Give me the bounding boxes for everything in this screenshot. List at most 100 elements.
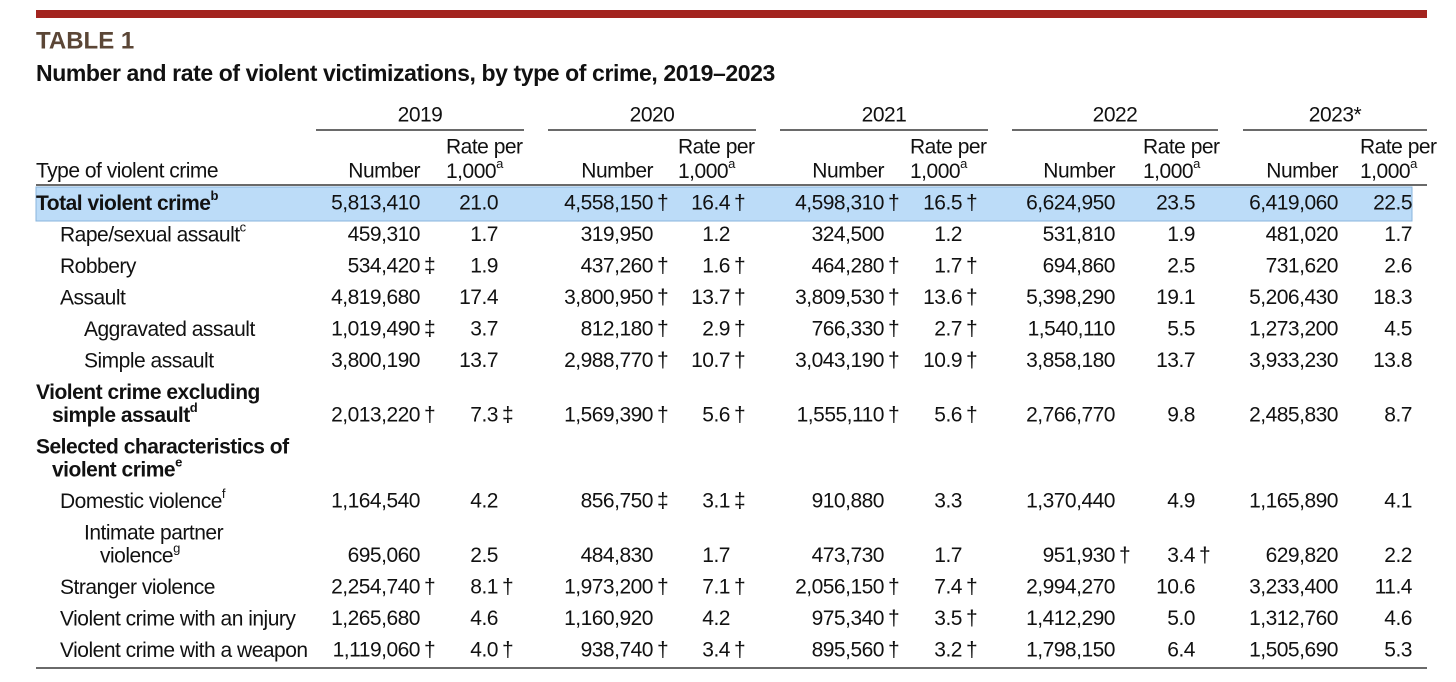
cell: 19.1 — [1156, 286, 1195, 309]
cell: 6,624,950 — [1026, 192, 1115, 215]
cell: 1.7 — [934, 544, 962, 567]
column-header: Number — [581, 160, 653, 183]
cell-flag: † — [734, 404, 745, 427]
cell: 1.2 — [702, 223, 730, 246]
cell-flag: † — [966, 318, 977, 341]
cell-flag: † — [888, 404, 899, 427]
cell: 5.6 — [934, 404, 962, 427]
footnote-mark: b — [211, 188, 219, 203]
cell: 3.4 — [1167, 544, 1196, 567]
row-label: Violent crime with a weapon — [60, 639, 308, 662]
cell: 1,312,760 — [1249, 607, 1338, 630]
label-text: Rape/sexual assault — [60, 223, 240, 246]
column-header: Number — [1043, 160, 1115, 183]
footnote-mark: a — [496, 156, 504, 171]
cell-flag: † — [657, 576, 668, 599]
cell: 437,260 — [581, 255, 653, 278]
column-header: Rate per — [678, 136, 755, 159]
row-label: Violent crime with an injury — [60, 607, 296, 630]
cell: 21.0 — [459, 192, 498, 215]
cell-flag: † — [734, 318, 745, 341]
column-header: Number — [812, 160, 884, 183]
row-label: simple assaultd — [52, 400, 198, 426]
cell-flag: † — [734, 576, 745, 599]
cell: 2.2 — [1384, 544, 1412, 567]
cell: 5,206,430 — [1249, 286, 1338, 309]
header-text: 1,000 — [446, 160, 496, 183]
cell-flag: † — [657, 192, 668, 215]
cell-flag: † — [657, 255, 668, 278]
cell: 4.9 — [1167, 490, 1195, 513]
cell-flag: † — [888, 349, 899, 372]
cell: 464,280 — [812, 255, 884, 278]
cell: 1,505,690 — [1249, 639, 1338, 662]
column-header: Rate per — [910, 136, 987, 159]
cell-flag: † — [966, 404, 977, 427]
year-header: 2021 — [862, 104, 907, 127]
cell: 2,254,740 — [331, 576, 420, 599]
cell: 4.0 — [470, 639, 498, 662]
table-title: Number and rate of violent victimization… — [36, 60, 775, 86]
cell: 1,165,890 — [1249, 490, 1338, 513]
row-label: Robbery — [60, 255, 137, 278]
cell: 1,164,540 — [331, 490, 420, 513]
cell: 2.7 — [934, 318, 962, 341]
label-text: Violent crime with an injury — [60, 607, 296, 630]
column-header: Rate per — [446, 136, 523, 159]
cell: 3,233,400 — [1249, 576, 1338, 599]
cell: 5.5 — [1167, 318, 1195, 341]
cell: 4,558,150 — [564, 192, 653, 215]
cell: 4,819,680 — [331, 286, 420, 309]
cell: 2,485,830 — [1249, 404, 1338, 427]
cell: 22.5 — [1373, 192, 1412, 215]
label-text: Selected characteristics of — [36, 435, 290, 458]
cell: 4.6 — [1384, 607, 1412, 630]
cell-flag: † — [502, 576, 513, 599]
cell: 629,820 — [1266, 544, 1338, 567]
cell: 3,800,190 — [331, 349, 420, 372]
cell: 18.3 — [1373, 286, 1412, 309]
cell: 3.5 — [934, 607, 962, 630]
row-label: Intimate partner — [84, 521, 224, 544]
cell: 324,500 — [812, 223, 884, 246]
cell: 910,880 — [812, 490, 884, 513]
cell: 13.8 — [1373, 349, 1412, 372]
cell: 1.7 — [934, 255, 962, 278]
cell: 1,555,110 — [797, 404, 884, 427]
cell-flag: † — [734, 349, 745, 372]
label-text: Simple assault — [84, 349, 214, 372]
cell: 1,273,200 — [1249, 318, 1338, 341]
cell: 7.4 — [934, 576, 963, 599]
label-text: simple assault — [52, 404, 190, 427]
cell: 2.5 — [1167, 255, 1195, 278]
cell-flag: † — [888, 639, 899, 662]
cell: 1.6 — [702, 255, 730, 278]
cell: 5.3 — [1384, 639, 1412, 662]
cell: 2,056,150 — [795, 576, 884, 599]
cell: 531,810 — [1043, 223, 1115, 246]
label-text: Aggravated assault — [84, 318, 255, 341]
cell: 6.4 — [1167, 639, 1196, 662]
header-text: 1,000 — [1143, 160, 1193, 183]
footnote-mark: f — [222, 486, 226, 501]
cell-flag: † — [424, 576, 435, 599]
cell: 11.4 — [1375, 576, 1413, 599]
row-label: Violent crime excluding — [36, 381, 260, 404]
cell-flag: † — [888, 192, 899, 215]
header-text: 1,000 — [910, 160, 960, 183]
cell: 6,419,060 — [1249, 192, 1338, 215]
cell: 3.4 — [702, 639, 731, 662]
cell-flag: † — [888, 576, 899, 599]
cell: 2.5 — [470, 544, 498, 567]
column-header: 1,000a — [1143, 156, 1201, 182]
cell-flag: ‡ — [734, 490, 745, 513]
cell: 1,540,110 — [1028, 318, 1115, 341]
cell-flag: ‡ — [424, 318, 435, 341]
header-text: 1,000 — [1360, 160, 1410, 183]
table-label: TABLE 1 — [36, 27, 134, 54]
footnote-mark: g — [173, 541, 180, 556]
row-label: Stranger violence — [60, 576, 215, 599]
label-text: Intimate partner — [84, 521, 224, 544]
cell: 3.7 — [470, 318, 498, 341]
